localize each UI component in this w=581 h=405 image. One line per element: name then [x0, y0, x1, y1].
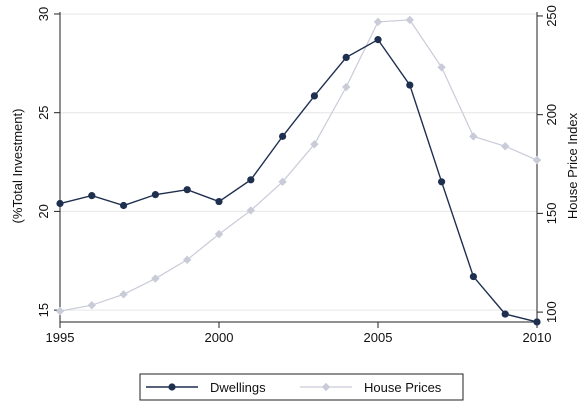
- point-dwellings-2001: [247, 176, 255, 184]
- y-tick-label-right-150: 150: [544, 203, 559, 225]
- point-dwellings-1998: [151, 191, 159, 199]
- point-dwellings-2006: [406, 81, 414, 89]
- point-house-prices-1998: [151, 274, 160, 283]
- point-dwellings-2007: [438, 178, 446, 186]
- point-house-prices-2006: [405, 15, 414, 25]
- axes-layer: (%Total Investment) House Price Index 15…: [10, 5, 580, 345]
- point-house-prices-2009: [501, 142, 510, 151]
- grid-layer: [60, 13, 537, 311]
- point-dwellings-2003: [310, 92, 318, 100]
- series-line-dwellings: [59, 38, 538, 323]
- point-house-prices-2007: [437, 63, 446, 72]
- x-tick-label-2000: 2000: [205, 330, 234, 345]
- point-dwellings-2002: [279, 132, 287, 140]
- point-house-prices-1999: [183, 255, 192, 264]
- point-house-prices-1995: [55, 306, 65, 316]
- point-house-prices-2008: [469, 132, 478, 141]
- y-tick-label-right-250: 250: [544, 5, 559, 27]
- point-dwellings-1997: [120, 201, 128, 210]
- y-axis-title-right: House Price Index: [565, 112, 580, 219]
- y-tick-label-right-200: 200: [544, 104, 559, 126]
- point-dwellings-1999: [183, 186, 191, 194]
- x-tick-label-2010: 2010: [523, 330, 552, 345]
- series-house-prices: [55, 15, 542, 316]
- y-tick-label-left-30: 30: [36, 7, 51, 21]
- legend-marker-dwellings: [168, 383, 176, 391]
- point-dwellings-2000: [215, 197, 223, 206]
- y-tick-label-left-25: 25: [36, 105, 51, 119]
- y-axis-title-left: (%Total Investment): [10, 109, 25, 224]
- legend-label-house-prices: House Prices: [364, 380, 442, 395]
- point-house-prices-2005: [373, 17, 383, 27]
- point-house-prices-1996: [87, 300, 96, 310]
- point-dwellings-2005: [374, 36, 382, 44]
- point-house-prices-2010: [532, 155, 542, 165]
- point-dwellings-2004: [342, 53, 350, 62]
- y-tick-label-left-20: 20: [36, 204, 51, 218]
- y-tick-label-right-100: 100: [544, 301, 559, 323]
- series-line-house-prices: [59, 19, 538, 312]
- x-tick-label-2005: 2005: [364, 330, 393, 345]
- series-dwellings: [56, 36, 541, 326]
- legend-label-dwellings: Dwellings: [210, 380, 266, 395]
- point-house-prices-1997: [119, 290, 128, 299]
- y-tick-label-left-15: 15: [36, 303, 51, 317]
- point-dwellings-2009: [501, 310, 509, 318]
- legend: Dwellings House Prices: [139, 373, 464, 401]
- point-house-prices-2003: [310, 140, 319, 149]
- point-house-prices-2001: [246, 206, 255, 215]
- point-dwellings-2008: [469, 272, 477, 281]
- legend-marker-house-prices: [321, 382, 331, 392]
- x-tick-label-1995: 1995: [46, 330, 75, 345]
- point-dwellings-1995: [56, 199, 64, 208]
- point-dwellings-1996: [88, 192, 96, 200]
- series-layer: [55, 15, 542, 326]
- point-house-prices-2004: [342, 82, 351, 92]
- point-dwellings-2010: [533, 318, 541, 326]
- point-house-prices-2002: [278, 177, 287, 186]
- point-house-prices-2000: [214, 229, 224, 239]
